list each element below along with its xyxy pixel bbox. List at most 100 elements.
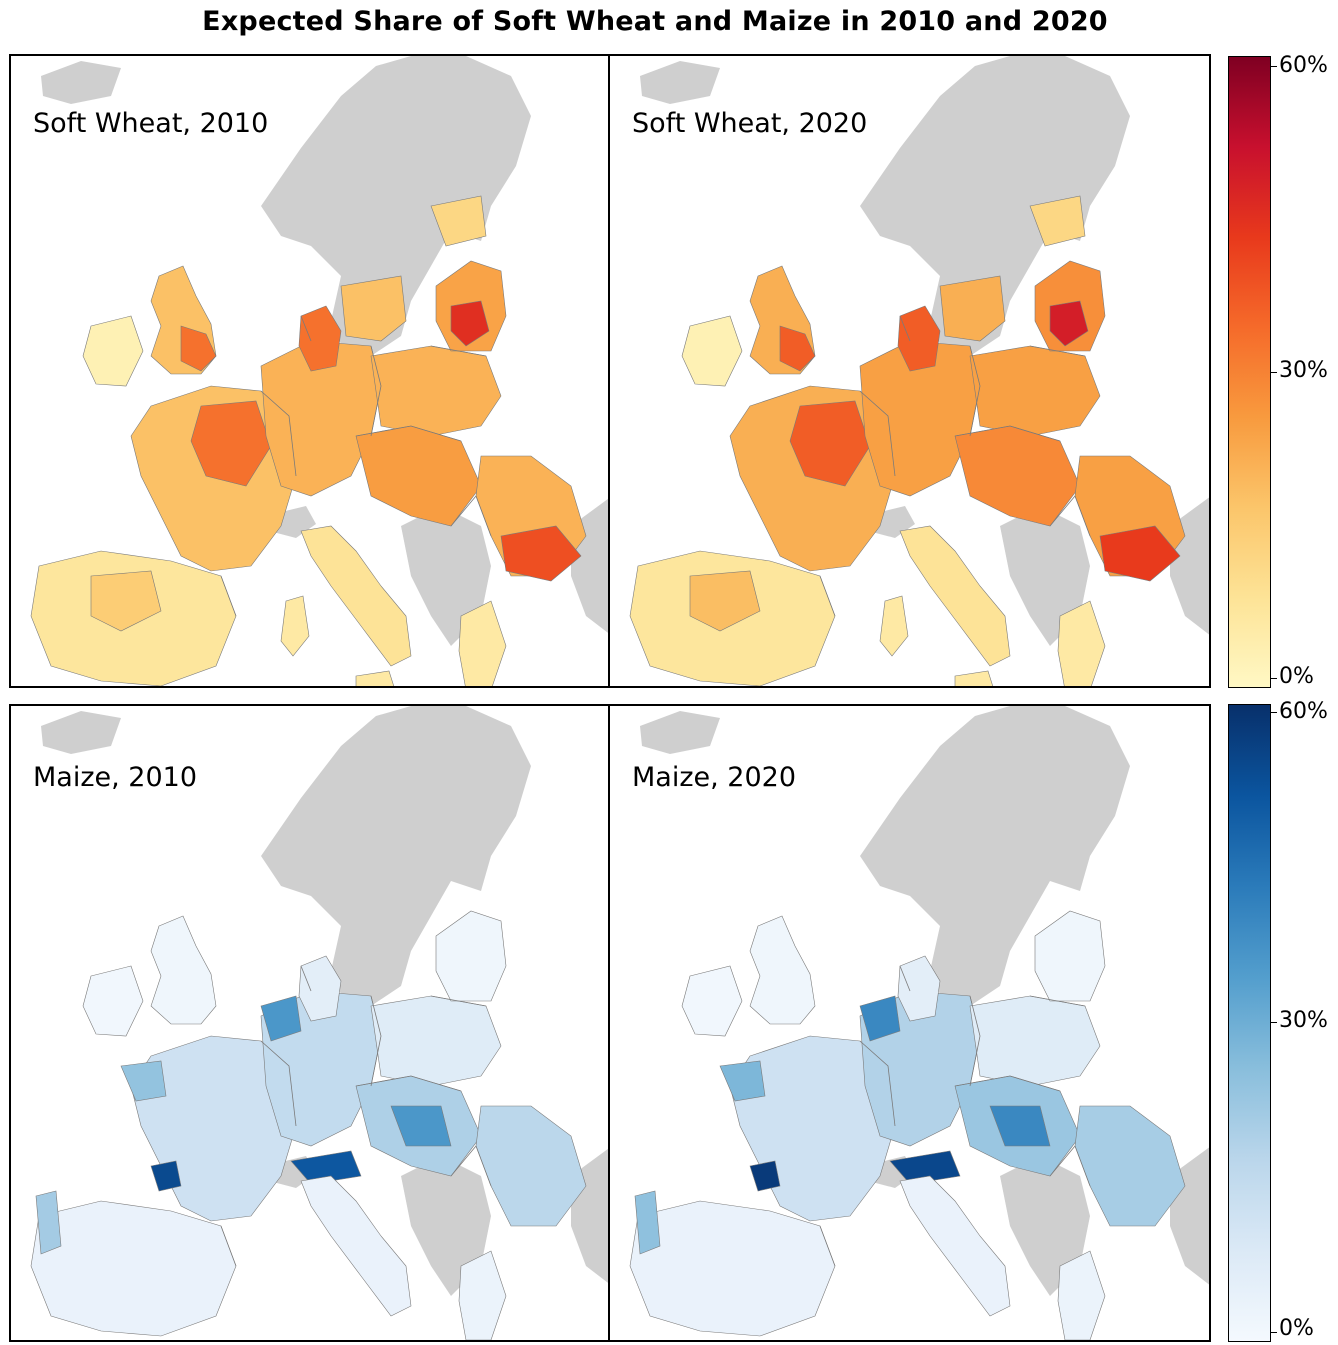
country-border-0 [260,1040,297,1127]
region-greece [458,1250,507,1340]
tick-label-max: 60% [1279,53,1328,78]
tick-mark [1271,66,1277,67]
country-border-2 [355,1075,462,1092]
country-border-5 [899,315,911,342]
tick-mark [1271,1022,1277,1023]
colorbar-wheat [1228,56,1271,688]
region-baltics [435,910,507,1002]
region-sardinia [879,595,909,657]
map-panel-soft-wheat-2020: Soft Wheat, 2020 [608,54,1211,688]
country-border-4 [220,1225,237,1267]
country-border-6 [430,345,487,357]
region-danube-plain [500,525,582,582]
europe-map [629,56,1209,686]
region-sicily [954,670,994,686]
region-east-england [180,325,217,372]
tick-label-mid: 30% [1279,1008,1328,1033]
region-ireland [681,315,743,387]
region-sardinia [280,595,310,657]
tick-mark [1271,372,1277,373]
no-data-land-balkans [1000,506,1090,646]
no-data-land-scandinavia [261,706,531,1006]
region-denmark [897,955,941,1022]
country-border-1 [370,345,382,437]
country-border-3 [475,1145,492,1187]
region-czech-hungary [355,425,482,527]
region-iberia [629,1200,836,1337]
region-greece [458,600,507,686]
region-paris-basin [190,400,272,487]
region-poland [969,995,1101,1087]
region-czech-hungary [954,425,1081,527]
region-romania [1074,1105,1186,1227]
country-border-0 [260,390,297,477]
region-lowlands [859,995,901,1042]
country-border-4 [220,575,237,617]
region-italy [899,1175,1011,1317]
region-denmark [897,305,941,372]
region-po-valley [889,1150,961,1185]
tick-mark [1271,712,1277,713]
region-ireland [82,315,144,387]
country-border-7 [1049,1145,1076,1177]
region-danube-plain [1099,525,1181,582]
tick-label-mid: 30% [1279,358,1328,383]
panel-label: Soft Wheat, 2020 [632,108,868,139]
country-border-6 [1029,345,1086,357]
country-border-5 [899,965,911,992]
region-paris-basin [789,400,871,487]
country-border-6 [430,995,487,1007]
region-poland [969,345,1101,437]
country-border-2 [954,425,1061,442]
country-border-1 [969,995,981,1087]
region-brittany [120,1060,167,1102]
region-ireland [82,965,144,1037]
region-landes [749,1160,781,1192]
country-border-7 [1049,495,1076,527]
region-east-england [779,325,816,372]
country-border-7 [450,1145,477,1177]
no-data-land-scandinavia [860,56,1130,356]
region-hungary-core [390,1105,452,1147]
tick-mark [1271,1332,1277,1333]
region-baltics [1034,910,1106,1002]
tick-label-max: 60% [1279,699,1328,724]
no-data-land-scandinavia [261,56,531,356]
region-po-valley [290,1150,362,1185]
country-border-5 [300,965,312,992]
country-border-0 [859,390,896,477]
region-poland [370,995,502,1087]
country-border-3 [475,495,492,537]
region-greece [1057,1250,1106,1340]
map-panel-maize-2020: Maize, 2020 [608,704,1211,1342]
no-data-land-iceland [640,61,720,104]
country-border-6 [1029,995,1086,1007]
region-lowlands [260,995,302,1042]
region-italy [300,1175,412,1317]
region-portugal-north [35,1190,62,1255]
region-lithuania-core [450,300,490,347]
no-data-land-balkans [1000,1156,1090,1296]
no-data-land-balkans [401,506,491,646]
panel-label: Maize, 2010 [33,762,198,793]
region-lithuania-core [1049,300,1089,347]
region-denmark [298,955,342,1022]
country-border-3 [1074,1145,1091,1187]
country-border-1 [370,995,382,1087]
no-data-land-iceland [41,61,121,104]
no-data-land-iceland [41,711,121,754]
country-border-4 [819,575,836,617]
region-south-sweden [939,275,1006,342]
region-finland-coast [430,195,487,247]
country-border-3 [1074,495,1091,537]
region-greece [1057,600,1106,686]
region-landes [150,1160,182,1192]
colorbar-maize [1228,704,1271,1342]
tick-label-min: 0% [1279,664,1314,689]
region-denmark [298,305,342,372]
region-sicily [355,670,395,686]
country-border-1 [969,345,981,437]
country-border-0 [859,1040,896,1127]
region-spain-centre [689,570,761,632]
region-spain-centre [90,570,162,632]
